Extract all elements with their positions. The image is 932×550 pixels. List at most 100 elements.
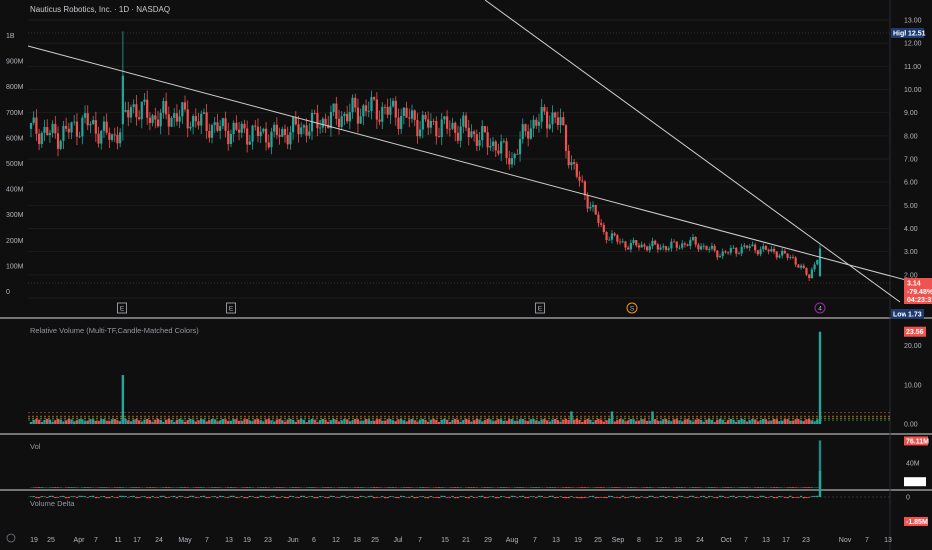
candle-body [305,125,308,136]
rvol-bar [421,418,424,424]
delta-bar [726,497,730,498]
delta-bar [181,496,184,497]
candle-body [197,121,200,126]
delta-bar [483,497,487,499]
volume-bar [732,487,735,488]
rvol-bar [205,421,208,424]
delta-bar [283,497,287,499]
rvol-bar [135,418,138,424]
delta-bar [140,496,143,497]
high-value-badge [906,28,924,38]
delta-bar [472,497,476,498]
price-tick-label: 6.00 [904,180,918,187]
time-tick-label: 23 [264,537,272,544]
candle-body [700,246,703,250]
rvol-bar [416,421,419,424]
delta-bar [367,495,370,497]
delta-bar [456,497,460,499]
delta-bar [686,497,689,498]
delta-bar [262,495,265,497]
delta-bar [424,497,427,499]
delta-pane-title: Volume Delta [30,499,75,508]
delta-bar [389,496,392,497]
delta-bar [705,497,708,499]
volume-bar [518,487,522,488]
volume-bar [737,487,741,488]
delta-bar [48,495,52,497]
time-tick-label: 8 [637,537,641,544]
volume-bar [553,487,557,488]
volume-bar [659,487,662,488]
candle-body [97,133,100,144]
delta-bar [237,497,241,498]
delta-bar [73,496,76,497]
rvol-bar [189,418,192,424]
volume-bar [378,487,381,488]
volume-bar [208,487,211,488]
volume-bar [105,487,108,488]
delta-bar [624,497,627,499]
delta-bar [499,496,503,497]
rvol-bar [46,418,49,424]
volume-bar [289,487,292,488]
delta-bar [289,495,292,497]
volume-bar [724,487,727,488]
volume-bar [229,487,233,488]
volume-bar [262,487,265,488]
rvol-bar [335,419,338,424]
volume-bar [475,487,479,488]
volume-bar [267,487,270,488]
last-price-badge [904,278,932,304]
vol-avg-badge [904,477,926,487]
candle-body [818,248,822,276]
delta-bar [178,495,181,497]
candle-body [324,118,327,125]
rvol-bar [35,418,38,424]
candle-body [264,128,268,143]
rvol-bar [105,420,108,424]
volume-bar [629,487,633,488]
candle-body [73,121,76,123]
delta-bar [40,496,44,497]
rvol-bar [364,419,368,424]
candle-body [124,110,127,112]
candle-body [527,131,530,139]
rvol-bar [551,419,554,424]
delta-bar [386,497,389,499]
rvol-bar [786,419,789,424]
volume-bar [770,487,773,488]
delta-bar [807,497,811,498]
delta-bar [248,495,252,497]
delta-bar [316,497,319,499]
rvol-bar [208,420,211,424]
rvol-bar [405,421,408,424]
rvol-bar [486,419,489,424]
candle-body [605,231,608,241]
candle-body [805,267,808,275]
candle-body [637,245,641,248]
price-tick-label: 9.00 [904,110,918,117]
rvol-bar [448,421,452,424]
volume-bar [297,487,300,488]
volume-bar [202,487,206,488]
candle-body [105,121,108,133]
volume-bar [505,487,508,488]
time-tick-label: 25 [371,537,379,544]
rvol-bar [399,419,403,424]
candle-body [216,122,219,131]
delta-bar [454,497,457,499]
candle-body [570,162,573,166]
candle-body [810,269,813,279]
candle-body [508,158,511,165]
delta-bar [551,495,554,497]
candle-body [467,127,470,138]
rvol-bar [140,421,143,424]
last-price: 3.14 [907,281,921,288]
bar-countdown: 04:23:31 [907,297,932,304]
delta-bar [375,497,379,498]
candle-body [624,241,627,248]
candle-body [575,164,578,177]
candle-body [108,132,111,140]
volume-bar [780,487,784,488]
